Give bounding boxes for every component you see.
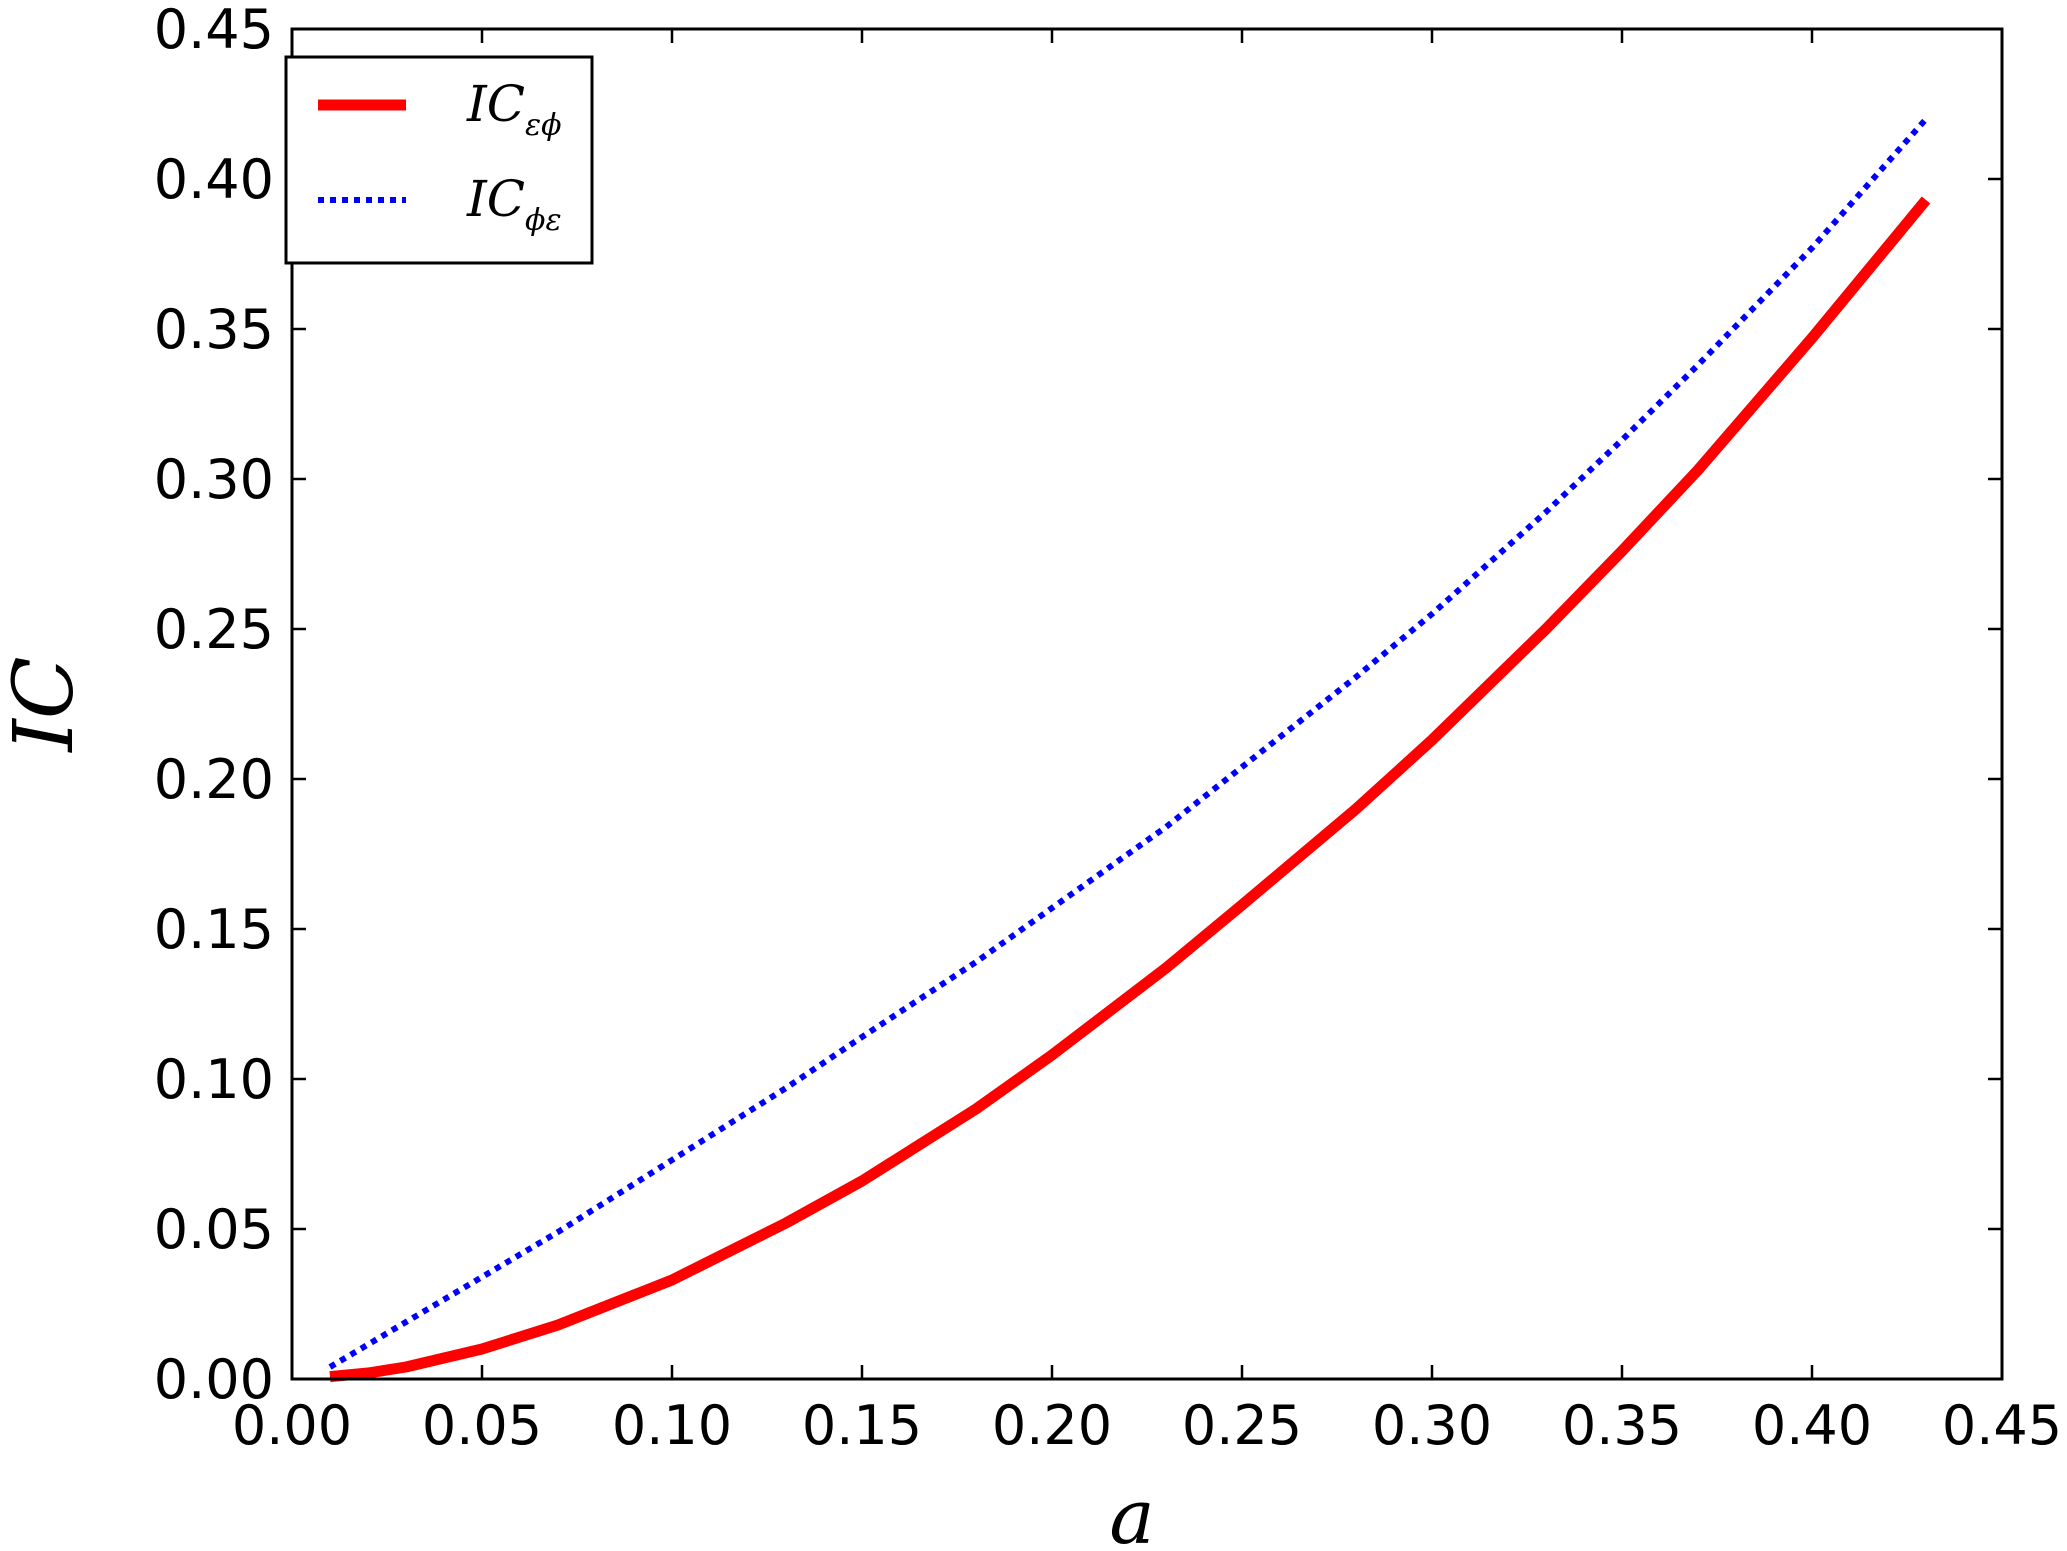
x-tick-label: 0.45 bbox=[1942, 1394, 2062, 1457]
legend-label-ic-phi-epsilon-subscript: ϕε bbox=[525, 203, 562, 238]
ticks-layer bbox=[290, 27, 2004, 1381]
series-layer bbox=[328, 117, 1931, 1383]
y-tick-label: 0.00 bbox=[154, 1348, 274, 1411]
plot-frame bbox=[290, 27, 2004, 1381]
y-axis-label: IC bbox=[0, 656, 92, 753]
y-tick-label: 0.15 bbox=[154, 898, 274, 961]
y-tick-label: 0.25 bbox=[154, 598, 274, 661]
x-tick-label: 0.35 bbox=[1562, 1394, 1682, 1457]
y-tick-label: 0.20 bbox=[154, 748, 274, 811]
tick-labels-layer: 0.00 0.05 0.10 0.15 0.20 0.25 0.30 0.35 0.40 0.45… bbox=[154, 0, 2062, 1457]
y-tick-label: 0.30 bbox=[154, 448, 274, 511]
series-line-1 bbox=[328, 117, 1929, 1370]
y-tick-label: 0.35 bbox=[154, 298, 274, 361]
y-tick-label: 0.40 bbox=[154, 148, 274, 211]
x-tick-label: 0.20 bbox=[992, 1394, 1112, 1457]
x-tick-label: 0.10 bbox=[612, 1394, 732, 1457]
y-tick-label: 0.05 bbox=[154, 1198, 274, 1261]
legend-box bbox=[284, 55, 594, 265]
legend-label-ic-phi-epsilon-main: IC bbox=[466, 170, 525, 228]
x-tick-label: 0.15 bbox=[802, 1394, 922, 1457]
legend-label-ic-epsilon-phi-subscript: εϕ bbox=[525, 108, 562, 143]
legend: ICεϕ ICϕε bbox=[284, 55, 594, 265]
series-line-0 bbox=[329, 196, 1931, 1383]
x-tick-label: 0.30 bbox=[1372, 1394, 1492, 1457]
x-tick-label: 0.00 bbox=[232, 1394, 352, 1457]
x-tick-label: 0.05 bbox=[422, 1394, 542, 1457]
y-tick-label: 0.10 bbox=[154, 1048, 274, 1111]
legend-label-ic-epsilon-phi-main: IC bbox=[466, 75, 525, 133]
x-axis-label: a bbox=[1109, 1472, 1154, 1551]
y-tick-label: 0.45 bbox=[154, 0, 274, 61]
legend-label-ic-epsilon-phi: ICεϕ bbox=[466, 75, 562, 143]
legend-label-ic-phi-epsilon: ICϕε bbox=[466, 170, 562, 238]
x-tick-label: 0.40 bbox=[1752, 1394, 1872, 1457]
x-tick-label: 0.25 bbox=[1182, 1394, 1302, 1457]
